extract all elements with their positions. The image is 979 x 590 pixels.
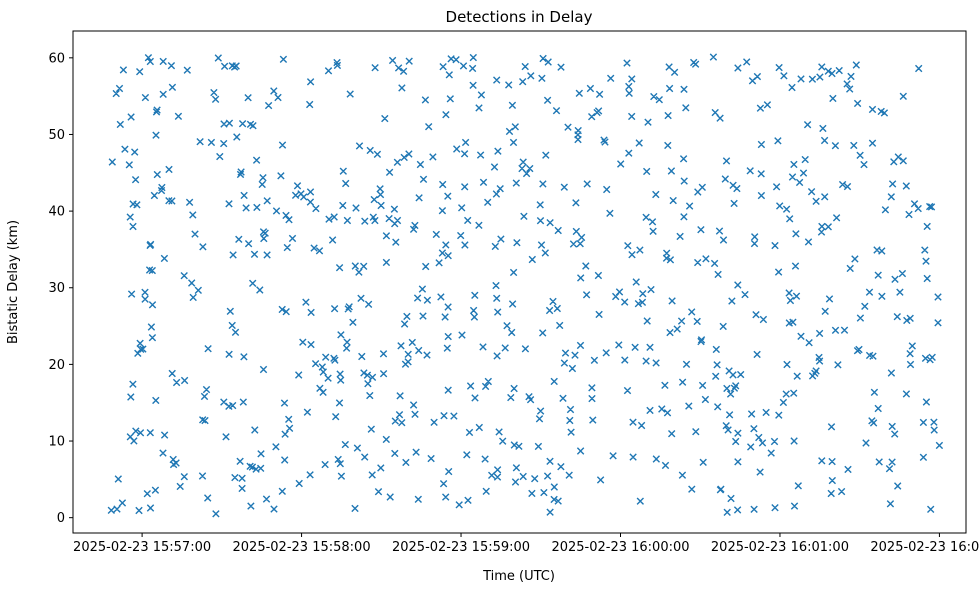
plot-area [72, 30, 967, 534]
x-axis-label: Time (UTC) [482, 569, 555, 584]
y-tick-label: 10 [48, 435, 65, 450]
x-tick-label: 2025-02-23 15:57:00 [73, 540, 211, 555]
scatter-points-group [107, 53, 944, 518]
x-tick-label: 2025-02-23 15:58:00 [233, 540, 371, 555]
y-tick-label: 20 [48, 358, 65, 373]
y-tick-label: 30 [48, 281, 65, 296]
x-tick-label: 2025-02-23 16:00:00 [551, 540, 689, 555]
y-axis-label: Bistatic Delay (km) [6, 220, 21, 344]
x-tick-label: 2025-02-23 15:59:00 [392, 540, 530, 555]
x-tick-label: 2025-02-23 16:02:00 [870, 540, 979, 555]
y-tick-label: 40 [48, 205, 65, 220]
y-tick-label: 60 [48, 51, 65, 66]
y-tick-label: 0 [57, 511, 65, 526]
scatter-points [107, 53, 944, 518]
chart-title: Detections in Delay [446, 8, 593, 26]
y-tick-label: 50 [48, 128, 65, 143]
x-tick-label: 2025-02-23 16:01:00 [711, 540, 849, 555]
axis-ticks: 2025-02-23 15:57:00 2025-02-23 15:58:00 20… [48, 51, 979, 555]
